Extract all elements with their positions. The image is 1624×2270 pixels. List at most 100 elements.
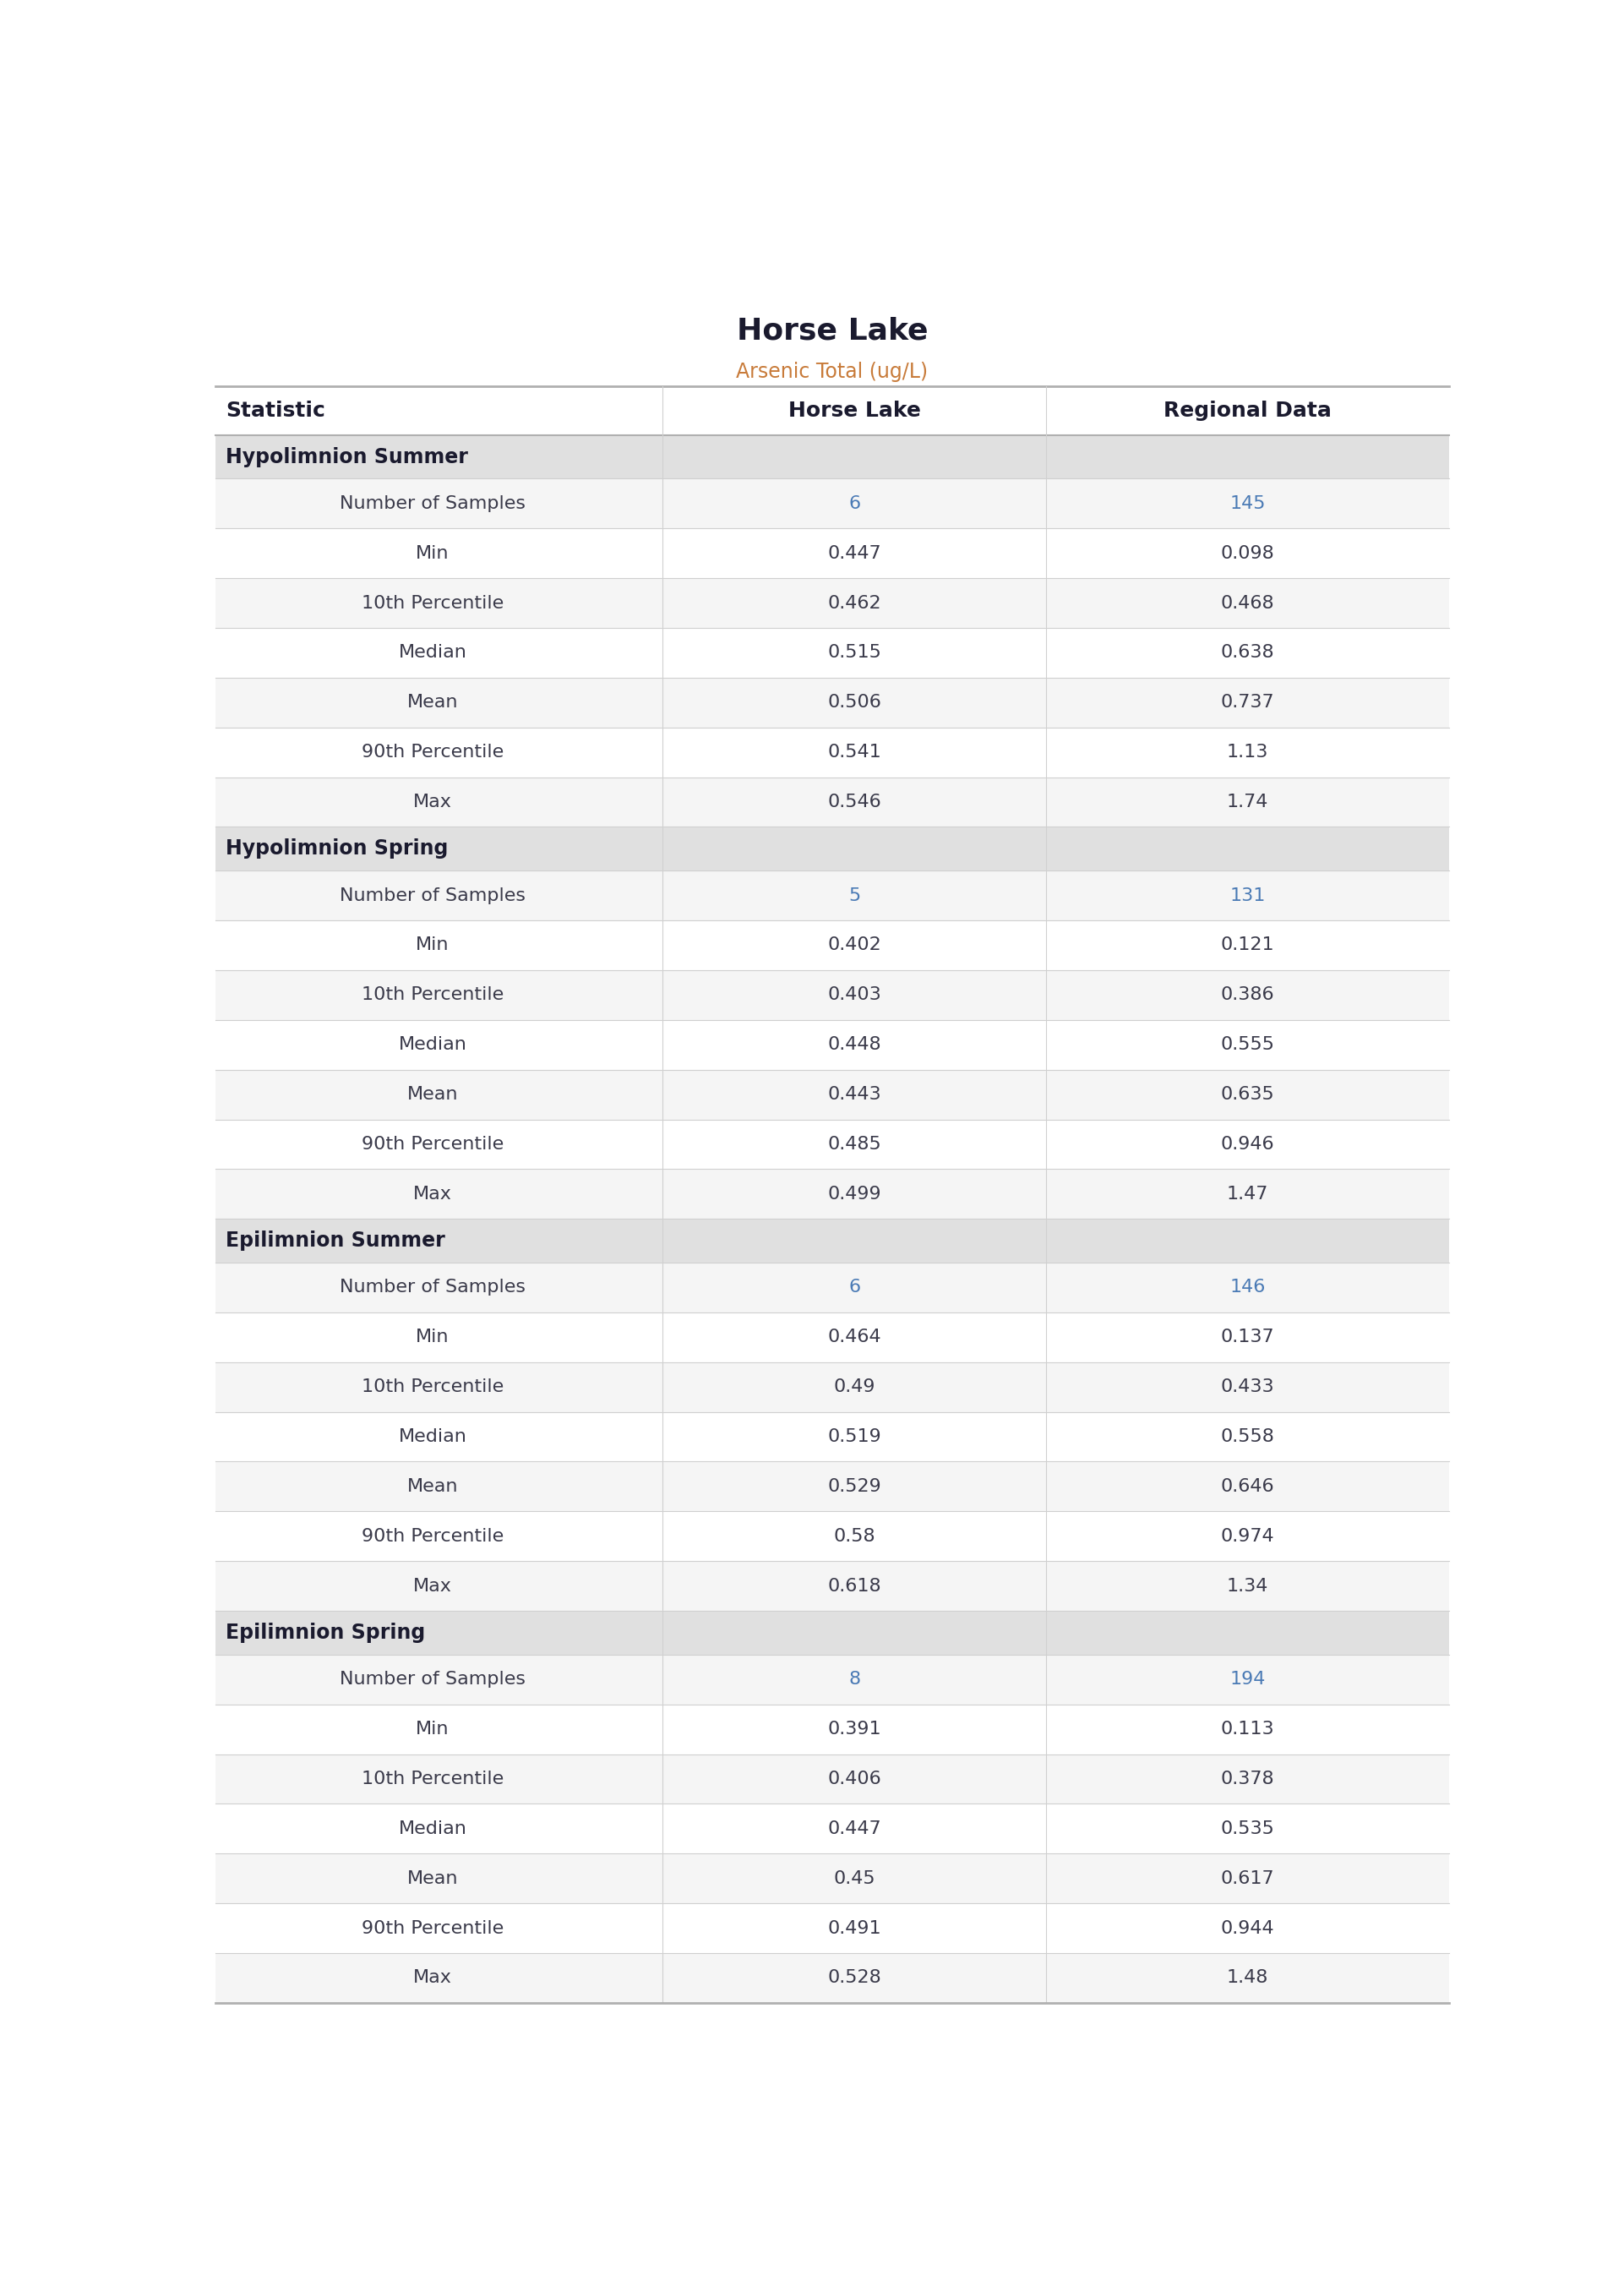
- Text: 0.618: 0.618: [828, 1578, 882, 1594]
- Text: 0.499: 0.499: [828, 1185, 882, 1203]
- Text: 0.402: 0.402: [827, 938, 882, 953]
- Text: 0.528: 0.528: [827, 1970, 882, 1986]
- Text: 131: 131: [1229, 888, 1265, 903]
- Bar: [216, 726, 1449, 776]
- Bar: [216, 1805, 1449, 1855]
- Text: 0.443: 0.443: [828, 1085, 882, 1103]
- Bar: [216, 479, 1449, 529]
- Text: Min: Min: [416, 938, 450, 953]
- Bar: [216, 776, 1449, 826]
- Bar: [216, 872, 1449, 919]
- Text: 1.47: 1.47: [1226, 1185, 1268, 1203]
- Text: Median: Median: [398, 1821, 466, 1836]
- Text: Number of Samples: Number of Samples: [339, 1278, 526, 1296]
- Bar: [216, 1119, 1449, 1169]
- Text: 0.113: 0.113: [1221, 1721, 1275, 1737]
- Text: Median: Median: [398, 645, 466, 661]
- Text: Number of Samples: Number of Samples: [339, 888, 526, 903]
- Text: 145: 145: [1229, 495, 1265, 513]
- Bar: [216, 1362, 1449, 1412]
- Text: Statistic: Statistic: [226, 400, 325, 420]
- Text: 0.391: 0.391: [828, 1721, 882, 1737]
- Text: 0.491: 0.491: [828, 1920, 882, 1936]
- Bar: [216, 1069, 1449, 1119]
- Text: Regional Data: Regional Data: [1164, 400, 1332, 420]
- Text: 0.737: 0.737: [1221, 695, 1275, 711]
- Text: 0.098: 0.098: [1221, 545, 1275, 561]
- Bar: [216, 529, 1449, 579]
- Text: Number of Samples: Number of Samples: [339, 495, 526, 513]
- Text: 0.558: 0.558: [1221, 1428, 1275, 1446]
- Text: 90th Percentile: 90th Percentile: [362, 1135, 503, 1153]
- Text: 6: 6: [848, 1278, 861, 1296]
- Bar: [216, 1902, 1449, 1952]
- Text: 0.448: 0.448: [828, 1037, 882, 1053]
- Text: 0.58: 0.58: [833, 1528, 875, 1544]
- Text: 0.403: 0.403: [827, 987, 882, 1003]
- Text: 146: 146: [1229, 1278, 1265, 1296]
- Text: 0.506: 0.506: [827, 695, 882, 711]
- Text: 90th Percentile: 90th Percentile: [362, 745, 503, 760]
- Text: 0.541: 0.541: [827, 745, 882, 760]
- Bar: [216, 1562, 1449, 1612]
- Text: 0.546: 0.546: [827, 794, 882, 810]
- Text: 8: 8: [848, 1671, 861, 1689]
- Text: 0.646: 0.646: [1221, 1478, 1275, 1496]
- Text: 0.137: 0.137: [1221, 1328, 1275, 1346]
- Bar: [216, 1952, 1449, 2002]
- Text: 0.944: 0.944: [1221, 1920, 1275, 1936]
- Bar: [216, 579, 1449, 629]
- Text: 0.433: 0.433: [1221, 1378, 1275, 1396]
- Bar: [216, 1412, 1449, 1462]
- Text: 0.529: 0.529: [827, 1478, 882, 1496]
- Text: 0.45: 0.45: [833, 1870, 875, 1886]
- Text: Number of Samples: Number of Samples: [339, 1671, 526, 1689]
- Text: Mean: Mean: [408, 1478, 458, 1496]
- Text: 0.519: 0.519: [827, 1428, 882, 1446]
- Text: 194: 194: [1229, 1671, 1265, 1689]
- Bar: [216, 919, 1449, 969]
- Text: Min: Min: [416, 1721, 450, 1737]
- Text: 10th Percentile: 10th Percentile: [362, 1771, 503, 1786]
- Text: 0.49: 0.49: [833, 1378, 875, 1396]
- Text: Mean: Mean: [408, 1085, 458, 1103]
- Bar: [216, 1612, 1449, 1655]
- Text: Max: Max: [414, 1970, 451, 1986]
- Text: Min: Min: [416, 1328, 450, 1346]
- Text: 0.555: 0.555: [1221, 1037, 1275, 1053]
- Text: Max: Max: [414, 794, 451, 810]
- Bar: [216, 1705, 1449, 1755]
- Text: 0.464: 0.464: [828, 1328, 882, 1346]
- Text: 0.515: 0.515: [827, 645, 882, 661]
- Text: Epilimnion Spring: Epilimnion Spring: [226, 1623, 425, 1643]
- Text: 1.13: 1.13: [1226, 745, 1268, 760]
- Text: Mean: Mean: [408, 695, 458, 711]
- Text: Epilimnion Summer: Epilimnion Summer: [226, 1230, 445, 1251]
- Text: 0.468: 0.468: [1221, 595, 1275, 611]
- Text: 1.74: 1.74: [1226, 794, 1268, 810]
- Bar: [216, 436, 1449, 479]
- Text: 0.946: 0.946: [1221, 1135, 1275, 1153]
- Text: 0.406: 0.406: [827, 1771, 882, 1786]
- Text: 0.535: 0.535: [1221, 1821, 1275, 1836]
- Text: Max: Max: [414, 1578, 451, 1594]
- Bar: [216, 1462, 1449, 1512]
- Text: 0.638: 0.638: [1221, 645, 1275, 661]
- Text: Median: Median: [398, 1037, 466, 1053]
- Bar: [216, 1855, 1449, 1902]
- Bar: [216, 826, 1449, 872]
- Text: 6: 6: [848, 495, 861, 513]
- Text: 0.447: 0.447: [828, 1821, 882, 1836]
- Text: 5: 5: [848, 888, 861, 903]
- Bar: [216, 1512, 1449, 1562]
- Text: 0.121: 0.121: [1221, 938, 1275, 953]
- Text: 0.974: 0.974: [1221, 1528, 1275, 1544]
- Text: 1.34: 1.34: [1226, 1578, 1268, 1594]
- Text: Max: Max: [414, 1185, 451, 1203]
- Bar: [216, 679, 1449, 726]
- Text: Arsenic Total (ug/L): Arsenic Total (ug/L): [736, 361, 929, 381]
- Text: 90th Percentile: 90th Percentile: [362, 1528, 503, 1544]
- Text: 1.48: 1.48: [1226, 1970, 1268, 1986]
- Text: 90th Percentile: 90th Percentile: [362, 1920, 503, 1936]
- Text: Mean: Mean: [408, 1870, 458, 1886]
